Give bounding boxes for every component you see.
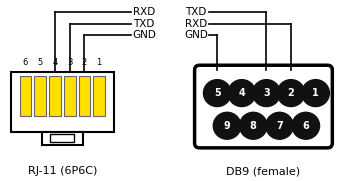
Text: 4: 4 xyxy=(52,58,58,67)
Text: 6: 6 xyxy=(23,58,28,67)
Text: 2: 2 xyxy=(287,88,294,98)
Text: 9: 9 xyxy=(224,121,231,131)
Text: 8: 8 xyxy=(250,121,257,131)
Text: TXD: TXD xyxy=(133,19,154,29)
Text: 5: 5 xyxy=(214,88,221,98)
Circle shape xyxy=(204,80,231,107)
Bar xyxy=(64,76,76,116)
Circle shape xyxy=(228,80,256,107)
Text: 2: 2 xyxy=(82,58,87,67)
Circle shape xyxy=(253,80,280,107)
Bar xyxy=(34,76,46,116)
Bar xyxy=(11,72,114,132)
Text: RXD: RXD xyxy=(185,19,207,29)
Text: 3: 3 xyxy=(263,88,270,98)
FancyBboxPatch shape xyxy=(195,65,332,148)
Bar xyxy=(78,76,90,116)
Text: 7: 7 xyxy=(276,121,283,131)
Bar xyxy=(19,76,31,116)
Circle shape xyxy=(266,112,293,139)
Text: DB9 (female): DB9 (female) xyxy=(226,166,300,176)
Circle shape xyxy=(239,112,267,139)
Text: RXD: RXD xyxy=(133,7,155,17)
Circle shape xyxy=(292,112,320,139)
Text: 1: 1 xyxy=(97,58,102,67)
Text: 6: 6 xyxy=(302,121,309,131)
Bar xyxy=(93,76,105,116)
Text: 4: 4 xyxy=(238,88,245,98)
Bar xyxy=(42,132,83,145)
Bar xyxy=(50,134,74,142)
Bar xyxy=(49,76,61,116)
Text: GND: GND xyxy=(133,30,157,40)
Text: TXD: TXD xyxy=(185,7,206,17)
Circle shape xyxy=(277,80,305,107)
Circle shape xyxy=(302,80,329,107)
Text: 5: 5 xyxy=(38,58,43,67)
Circle shape xyxy=(213,112,241,139)
Text: GND: GND xyxy=(185,30,209,40)
Text: 3: 3 xyxy=(67,58,72,67)
Text: 1: 1 xyxy=(312,88,319,98)
Text: RJ-11 (6P6C): RJ-11 (6P6C) xyxy=(28,166,97,176)
